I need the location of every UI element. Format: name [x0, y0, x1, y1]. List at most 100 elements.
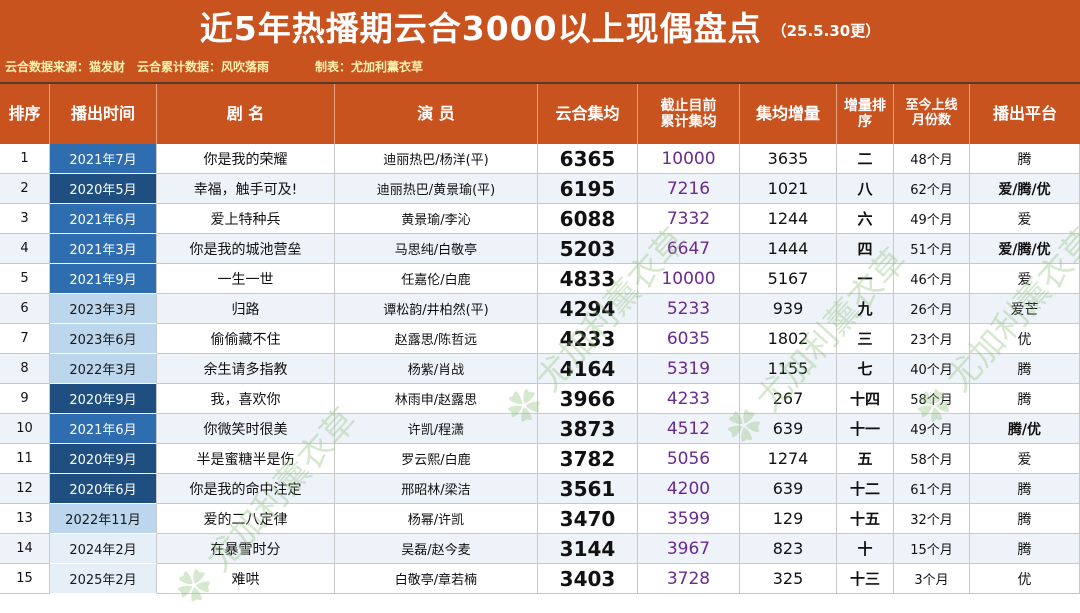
rank-cell: 2 — [0, 174, 50, 204]
avg-cell: 4833 — [538, 264, 638, 294]
increment-rank-cell: 三 — [837, 324, 894, 354]
update-note: （25.5.30更） — [771, 22, 881, 40]
date-cell: 2021年9月 — [50, 264, 157, 294]
increment-cell: 3635 — [740, 144, 837, 174]
table-row: 7 2023年6月 偷偷藏不住 赵露思/陈哲远 4233 6035 1802 三 23个月优 — [0, 324, 1080, 354]
increment-cell: 639 — [740, 414, 837, 444]
platform-cell: 爱/腾/优 — [970, 234, 1080, 264]
date-cell: 2020年9月 — [50, 384, 157, 414]
drama-cell: 我，喜欢你 — [157, 384, 335, 414]
actors-cell: 马思纯/白敬亭 — [335, 234, 538, 264]
drama-cell: 你是我的城池营垒 — [157, 234, 335, 264]
actors-cell: 许凯/程潇 — [335, 414, 538, 444]
months-cell: 32个月 — [894, 504, 970, 534]
date-cell: 2025年2月 — [50, 564, 157, 594]
months-cell: 61个月 — [894, 474, 970, 504]
platform-cell: 腾/优 — [970, 414, 1080, 444]
date-cell: 2020年9月 — [50, 444, 157, 474]
increment-rank-cell: 四 — [837, 234, 894, 264]
table-row: 1 2021年7月 你是我的荣耀 迪丽热巴/杨洋(平) 6365 10000 3635 二 48… — [0, 144, 1080, 174]
increment-cell: 939 — [740, 294, 837, 324]
drama-cell: 余生请多指教 — [157, 354, 335, 384]
table-row: 11 2020年9月 半是蜜糖半是伤 罗云熙/白鹿 3782 5056 1274 五 58个月爱 — [0, 444, 1080, 474]
header-increment: 集均增量 — [740, 84, 837, 144]
cumulative-source: 云合累计数据：风吹落雨 — [137, 60, 270, 74]
platform-cell: 爱 — [970, 204, 1080, 234]
months-cell: 58个月 — [894, 444, 970, 474]
cumulative-cell: 5233 — [638, 294, 740, 324]
platform-cell: 爱 — [970, 444, 1080, 474]
header-drama: 剧 名 — [157, 84, 335, 144]
increment-cell: 1021 — [740, 174, 837, 204]
table-row: 13 2022年11月 爱的二八定律 杨幂/许凯 3470 3599 129 十五 32个月腾 — [0, 504, 1080, 534]
rank-cell: 12 — [0, 474, 50, 504]
rank-cell: 8 — [0, 354, 50, 384]
increment-cell: 1155 — [740, 354, 837, 384]
actors-cell: 林雨申/赵露思 — [335, 384, 538, 414]
months-cell: 51个月 — [894, 234, 970, 264]
table-row: 8 2022年3月 余生请多指教 杨紫/肖战 4164 5319 1155 七 40个月腾 — [0, 354, 1080, 384]
drama-cell: 偷偷藏不住 — [157, 324, 335, 354]
table-row: 10 2021年6月 你微笑时很美 许凯/程潇 3873 4512 639 十一 49个月 腾/优 — [0, 414, 1080, 444]
platform-cell: 优 — [970, 324, 1080, 354]
platform-cell: 爱芒 — [970, 294, 1080, 324]
drama-cell: 你是我的命中注定 — [157, 474, 335, 504]
drama-cell: 爱上特种兵 — [157, 204, 335, 234]
actors-cell: 赵露思/陈哲远 — [335, 324, 538, 354]
drama-cell: 一生一世 — [157, 264, 335, 294]
table-row: 2 2020年5月 幸福，触手可及! 迪丽热巴/黄景瑜(平) 6195 7216 1021 八… — [0, 174, 1080, 204]
actors-cell: 罗云熙/白鹿 — [335, 444, 538, 474]
avg-cell: 5203 — [538, 234, 638, 264]
title-bar: 近5年热播期云合3000以上现偶盘点 （25.5.30更） — [0, 0, 1080, 51]
months-cell: 48个月 — [894, 144, 970, 174]
table-row: 12 2020年6月 你是我的命中注定 邢昭林/梁洁 3561 4200 639 十二 61个月… — [0, 474, 1080, 504]
table-row: 3 2021年6月 爱上特种兵 黄景瑜/李沁 6088 7332 1244 六 49个月爱 — [0, 204, 1080, 234]
date-cell: 2022年3月 — [50, 354, 157, 384]
drama-cell: 难哄 — [157, 564, 335, 594]
months-cell: 46个月 — [894, 264, 970, 294]
page-title: 近5年热播期云合3000以上现偶盘点 — [199, 8, 762, 48]
increment-cell: 1444 — [740, 234, 837, 264]
avg-cell: 3144 — [538, 534, 638, 564]
months-cell: 49个月 — [894, 204, 970, 234]
increment-rank-cell: 九 — [837, 294, 894, 324]
cumulative-cell: 6647 — [638, 234, 740, 264]
avg-cell: 3873 — [538, 414, 638, 444]
avg-cell: 3403 — [538, 564, 638, 594]
cumulative-cell: 5319 — [638, 354, 740, 384]
platform-cell: 爱/腾/优 — [970, 174, 1080, 204]
months-cell: 23个月 — [894, 324, 970, 354]
cumulative-cell: 10000 — [638, 264, 740, 294]
cumulative-cell: 4233 — [638, 384, 740, 414]
avg-cell: 4294 — [538, 294, 638, 324]
actors-cell: 迪丽热巴/杨洋(平) — [335, 144, 538, 174]
increment-rank-cell: 十五 — [837, 504, 894, 534]
rank-cell: 15 — [0, 564, 50, 594]
rank-cell: 1 — [0, 144, 50, 174]
rank-cell: 4 — [0, 234, 50, 264]
platform-cell: 腾 — [970, 354, 1080, 384]
table-row: 9 2020年9月 我，喜欢你 林雨申/赵露思 3966 4233 267 十四 58个月腾 — [0, 384, 1080, 414]
avg-cell: 3966 — [538, 384, 638, 414]
header-rank: 排序 — [0, 84, 50, 144]
actors-cell: 邢昭林/梁洁 — [335, 474, 538, 504]
increment-rank-cell: 二 — [837, 144, 894, 174]
cumulative-cell: 3599 — [638, 504, 740, 534]
increment-rank-cell: 十 — [837, 534, 894, 564]
rank-cell: 10 — [0, 414, 50, 444]
table-row: 4 2021年3月 你是我的城池营垒 马思纯/白敬亭 5203 6647 1444 四 51个月… — [0, 234, 1080, 264]
avg-cell: 4233 — [538, 324, 638, 354]
increment-rank-cell: 十一 — [837, 414, 894, 444]
date-cell: 2023年3月 — [50, 294, 157, 324]
avg-cell: 4164 — [538, 354, 638, 384]
made-by: 制表：尤加利薰衣草 — [315, 60, 424, 74]
months-cell: 26个月 — [894, 294, 970, 324]
months-cell: 58个月 — [894, 384, 970, 414]
cumulative-cell: 7216 — [638, 174, 740, 204]
cumulative-cell: 4512 — [638, 414, 740, 444]
date-cell: 2023年6月 — [50, 324, 157, 354]
increment-rank-cell: 十三 — [837, 564, 894, 594]
header-increment-rank: 增量排 序 — [837, 84, 894, 144]
increment-cell: 1802 — [740, 324, 837, 354]
cumulative-cell: 4200 — [638, 474, 740, 504]
